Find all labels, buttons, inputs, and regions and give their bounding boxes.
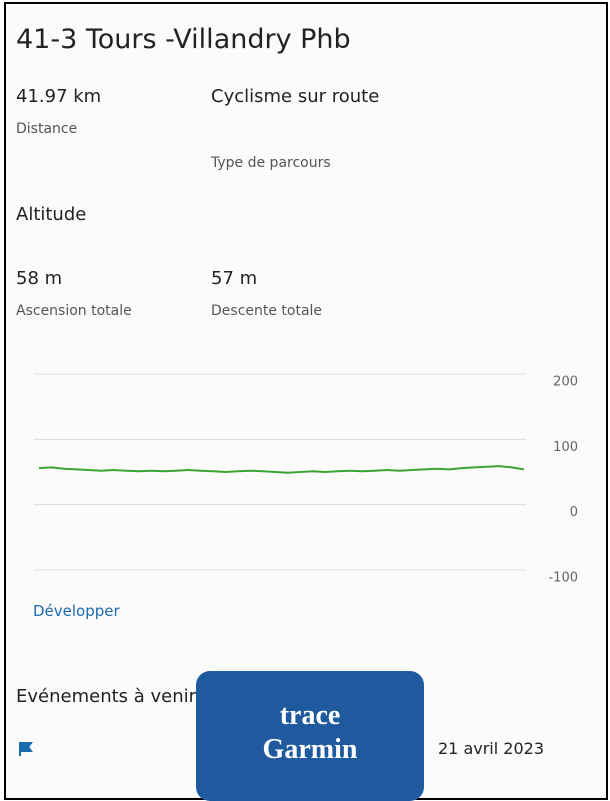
y-tick-label: 100 [553, 440, 578, 455]
elevation-chart: 200 100 0 -100 [6, 4, 606, 644]
overlay-line: Garmin [196, 733, 424, 767]
elevation-line [39, 466, 524, 473]
expand-link[interactable]: Développer [33, 602, 120, 620]
page: 41-3 Tours -Villandry Phb 41.97 km Dista… [0, 0, 610, 800]
event-date: 21 avril 2023 [438, 739, 544, 758]
y-tick-label: 0 [570, 505, 578, 520]
overlay-line: trace [196, 699, 424, 733]
y-tick-label: 200 [553, 375, 578, 390]
flag-icon [18, 741, 34, 757]
overlay-badge: trace Garmin [196, 671, 424, 801]
y-tick-label: -100 [548, 571, 578, 586]
events-heading: Evénements à venir [16, 686, 196, 707]
